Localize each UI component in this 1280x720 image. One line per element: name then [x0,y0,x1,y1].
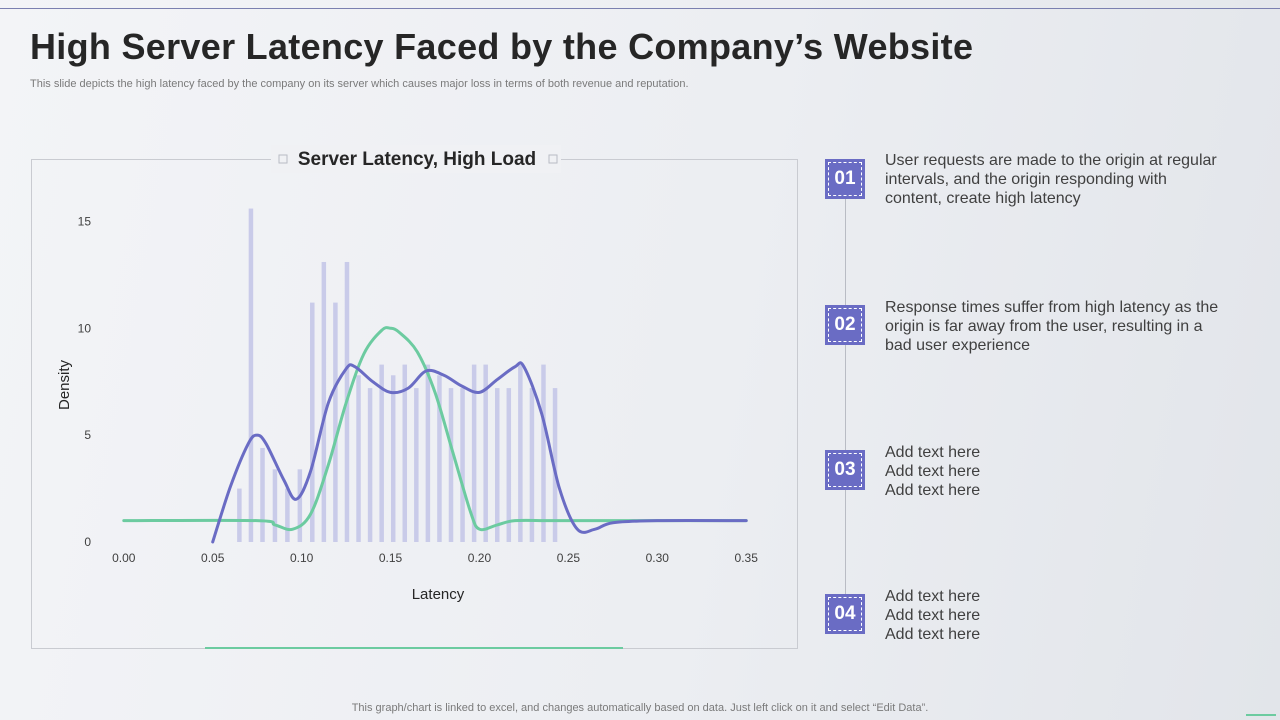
step-02-line-3: bad user experience [885,337,1030,354]
histogram-bar [237,488,242,542]
next-arrow-icon[interactable] [1246,714,1276,716]
histogram-bar [483,364,488,542]
page-subtitle: This slide depicts the high latency face… [30,78,689,90]
histogram-bar [425,364,431,542]
histogram-bar [356,375,361,542]
x-tick-label: 0.00 [112,551,136,565]
y-tick-label: 10 [78,321,92,335]
histogram-bar [414,388,419,542]
chart-title-right-marker [548,154,558,164]
y-tick-label: 5 [84,428,91,442]
y-tick-label: 15 [78,214,92,228]
x-tick-label: 0.20 [468,551,492,565]
step-badge-03: 03 [825,450,865,490]
histogram-bar [321,261,327,542]
histogram-bar [541,364,546,542]
histogram-bar [285,488,290,542]
step-badge-04: 04 [825,594,865,634]
step-number-04: 04 [828,597,862,631]
histogram-bar [402,364,408,542]
histogram-bar [297,469,303,542]
histogram-bar [390,375,396,542]
x-tick-label: 0.30 [646,551,670,565]
step-badge-02: 02 [825,305,865,345]
histogram-bar [367,388,373,542]
histogram-bar [248,208,254,543]
top-rule [0,8,1280,9]
histogram-bar [310,302,315,542]
step-text-01: User requests are made to the origin at … [885,151,1230,208]
x-tick-label: 0.35 [735,551,759,565]
step-01-line-2: intervals, and the origin responding wit… [885,171,1167,188]
step-03-line-1: Add text here [885,444,981,461]
step-03-line-3: Add text here [885,482,981,499]
footer-note: This graph/chart is linked to excel, and… [351,702,929,714]
histogram-bar [260,447,265,542]
chart-title-backdrop [271,145,561,173]
page-title: High Server Latency Faced by the Company… [30,26,974,67]
chart-title: Server Latency, High Load [298,149,536,170]
step-number-02: 02 [828,308,862,342]
x-tick-label: 0.15 [379,551,403,565]
step-badge-01: 01 [825,159,865,199]
x-axis-label: Latency [412,586,465,603]
y-tick-labels: 0 5 10 15 [78,214,92,549]
histogram-bar [518,364,523,542]
normal-fit-curve [122,326,748,532]
step-01-line-3: content, create high latency [885,190,1081,207]
histogram-bar [272,469,278,542]
x-tick-labels: 0.00 0.05 0.10 0.15 0.20 0.25 0.30 0.35 [112,551,758,565]
histogram-bar [471,364,477,542]
chart-title-left-marker [278,154,288,164]
x-tick-label: 0.25 [557,551,581,565]
step-text-02: Response times suffer from high latency … [885,298,1230,355]
histogram-bar [379,364,384,542]
step-text-04: Add text here Add text here Add text her… [885,587,1230,644]
kde-curve [211,361,748,544]
histogram-bar [460,388,465,542]
step-02-line-1: Response times suffer from high latency … [885,299,1219,316]
step-01-line-1: User requests are made to the origin at … [885,152,1217,169]
histogram-bar [333,302,338,542]
histogram-bar [506,388,512,542]
step-02-line-2: origin is far away from the user, result… [885,318,1203,335]
histogram-bar [437,375,442,542]
timeline-line [845,180,846,614]
step-03-line-2: Add text here [885,463,981,480]
step-text-03: Add text here Add text here Add text her… [885,443,1230,500]
y-tick-label: 0 [84,535,91,549]
x-tick-label: 0.10 [290,551,314,565]
histogram-bar [448,388,454,542]
step-04-line-2: Add text here [885,607,981,624]
histogram-bar [529,388,535,542]
x-tick-label: 0.05 [201,551,225,565]
latency-chart: Server Latency, High Load 0.00 0.05 0.10 0.… [56,145,758,649]
step-04-line-3: Add text here [885,626,981,643]
step-number-03: 03 [828,453,862,487]
density-curves [122,326,748,544]
histogram-bar [494,388,500,542]
histogram-bars [237,208,558,543]
y-axis-label: Density [56,359,73,410]
step-number-01: 01 [828,162,862,196]
step-04-line-1: Add text here [885,588,981,605]
